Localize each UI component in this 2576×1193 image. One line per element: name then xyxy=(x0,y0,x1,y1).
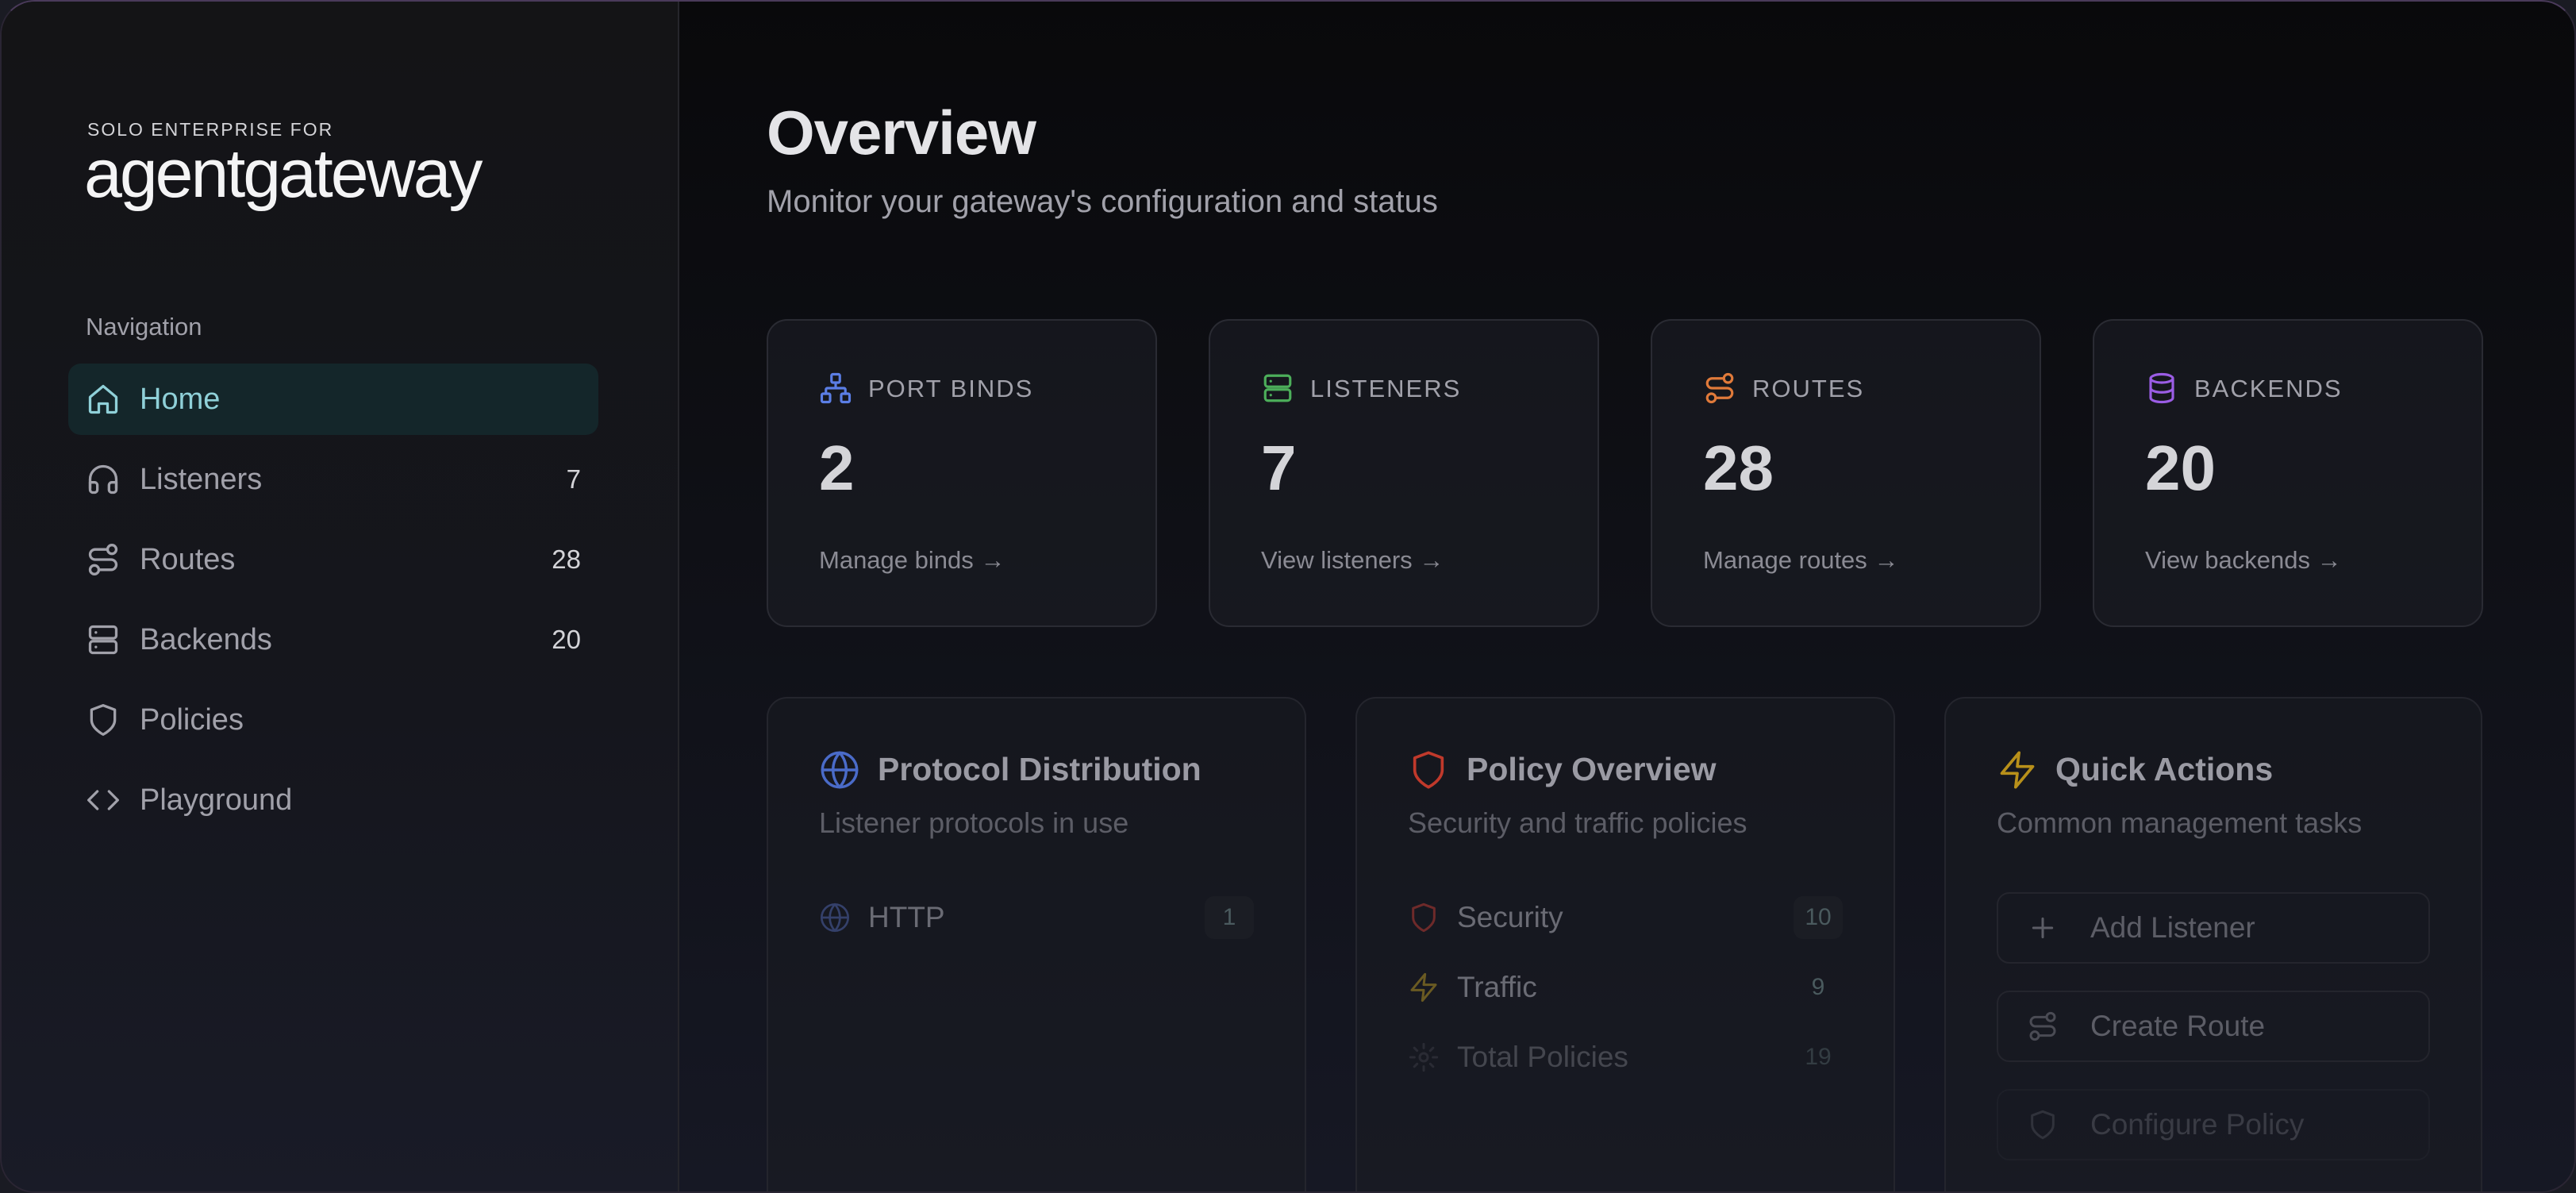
route-icon xyxy=(2029,1011,2056,1041)
gear-icon xyxy=(1409,1042,1439,1072)
route-icon xyxy=(88,544,118,575)
protocol-count-badge: 1 xyxy=(1205,896,1254,939)
card-subtitle: Security and traffic policies xyxy=(1408,806,1747,839)
view-backends-link[interactable]: View backends → xyxy=(2145,546,2342,574)
sidebar-item-playground[interactable]: Playground xyxy=(68,764,598,836)
zap-icon xyxy=(2000,751,2035,789)
card-title: Policy Overview xyxy=(1467,751,1717,787)
server-icon xyxy=(88,625,118,655)
sidebar-item-count: 20 xyxy=(552,625,581,654)
policy-label: Total Policies xyxy=(1457,1041,1628,1073)
policy-row-total: Total Policies 19 xyxy=(1408,1033,1843,1081)
globe-icon xyxy=(821,903,849,932)
sidebar-item-backends[interactable]: Backends 20 xyxy=(68,604,598,675)
protocol-row-http: HTTP 1 xyxy=(819,894,1254,941)
stat-card-listeners: LISTENERS 7 View listeners → xyxy=(1209,319,1599,627)
quick-actions-card: Quick Actions Common management tasks Ad… xyxy=(1944,697,2482,1191)
zap-icon xyxy=(1410,972,1437,1003)
shield-icon xyxy=(1413,751,1444,789)
view-listeners-link[interactable]: View listeners → xyxy=(1261,546,1444,574)
policy-label: Traffic xyxy=(1457,971,1537,1003)
sidebar-item-label: Routes xyxy=(140,542,236,576)
stat-value: 7 xyxy=(1261,433,1297,503)
sidebar: SOLO ENTERPRISE FOR agentgateway Navigat… xyxy=(2,2,679,1191)
database-icon xyxy=(2149,372,2174,404)
headphones-icon xyxy=(88,464,118,495)
protocol-label: HTTP xyxy=(868,901,945,933)
shield-icon xyxy=(2031,1110,2055,1140)
sidebar-item-policies[interactable]: Policies xyxy=(68,684,598,756)
globe-icon xyxy=(821,751,859,789)
shield-icon xyxy=(1412,902,1436,933)
policy-overview-card: Policy Overview Security and traffic pol… xyxy=(1355,697,1895,1191)
route-icon xyxy=(1705,372,1734,404)
shield-icon xyxy=(90,704,117,736)
create-route-button[interactable]: Create Route xyxy=(1997,991,2430,1062)
stat-value: 2 xyxy=(819,433,855,503)
card-title: Quick Actions xyxy=(2055,751,2274,787)
stat-value: 28 xyxy=(1703,433,1774,503)
quick-action-label: Create Route xyxy=(2090,1010,2266,1042)
page-subtitle: Monitor your gateway's configuration and… xyxy=(767,184,1438,219)
protocol-distribution-card: Protocol Distribution Listener protocols… xyxy=(767,697,1306,1191)
sidebar-item-count: 7 xyxy=(566,464,581,494)
code-icon xyxy=(87,790,119,810)
brand-logo[interactable]: agentgateway xyxy=(84,136,483,212)
sidebar-item-label: Backends xyxy=(140,622,272,656)
add-listener-button[interactable]: Add Listener xyxy=(1997,892,2430,964)
sidebar-nav: Home Listeners 7 Routes 28 xyxy=(68,364,598,845)
manage-binds-link[interactable]: Manage binds → xyxy=(819,546,1005,574)
home-icon xyxy=(88,384,118,414)
policy-row-traffic: Traffic 9 xyxy=(1408,964,1843,1011)
stat-value: 20 xyxy=(2145,433,2216,503)
configure-policy-button[interactable]: Configure Policy xyxy=(1997,1089,2430,1160)
server-icon xyxy=(1263,374,1292,402)
policy-count-badge: 10 xyxy=(1794,896,1843,939)
stat-label: ROUTES xyxy=(1752,375,1865,402)
brand-tagline: SOLO ENTERPRISE FOR xyxy=(87,119,334,140)
main-content: Overview Monitor your gateway's configur… xyxy=(679,2,2574,1191)
policy-count-badge: 9 xyxy=(1811,974,1825,1000)
quick-action-label: Configure Policy xyxy=(2090,1108,2305,1141)
card-subtitle: Listener protocols in use xyxy=(819,806,1129,839)
stat-label: BACKENDS xyxy=(2194,375,2343,402)
sidebar-item-routes[interactable]: Routes 28 xyxy=(68,524,598,595)
manage-routes-link[interactable]: Manage routes → xyxy=(1703,546,1899,574)
sidebar-item-label: Playground xyxy=(140,783,293,817)
policy-label: Security xyxy=(1457,901,1563,933)
policy-count-badge: 19 xyxy=(1805,1044,1832,1070)
quick-action-label: Add Listener xyxy=(2090,911,2255,944)
nav-heading: Navigation xyxy=(86,313,202,341)
sidebar-item-label: Policies xyxy=(140,702,244,737)
stat-card-routes: ROUTES 28 Manage routes → xyxy=(1651,319,2041,627)
sidebar-item-label: Listeners xyxy=(140,462,263,496)
page-title: Overview xyxy=(767,98,1036,167)
card-subtitle: Common management tasks xyxy=(1997,806,2363,839)
stat-label: LISTENERS xyxy=(1310,375,1462,402)
stat-card-port-binds: PORT BINDS 2 Manage binds → xyxy=(767,319,1157,627)
plus-icon xyxy=(2032,917,2054,939)
sidebar-item-count: 28 xyxy=(552,545,581,574)
sidebar-item-label: Home xyxy=(140,382,221,416)
stat-label: PORT BINDS xyxy=(868,375,1034,402)
stat-card-backends: BACKENDS 20 View backends → xyxy=(2093,319,2483,627)
sidebar-item-listeners[interactable]: Listeners 7 xyxy=(68,444,598,515)
sidebar-item-home[interactable]: Home xyxy=(68,364,598,435)
network-icon xyxy=(820,372,852,404)
policy-row-security: Security 10 xyxy=(1408,894,1843,941)
card-title: Protocol Distribution xyxy=(878,751,1201,787)
